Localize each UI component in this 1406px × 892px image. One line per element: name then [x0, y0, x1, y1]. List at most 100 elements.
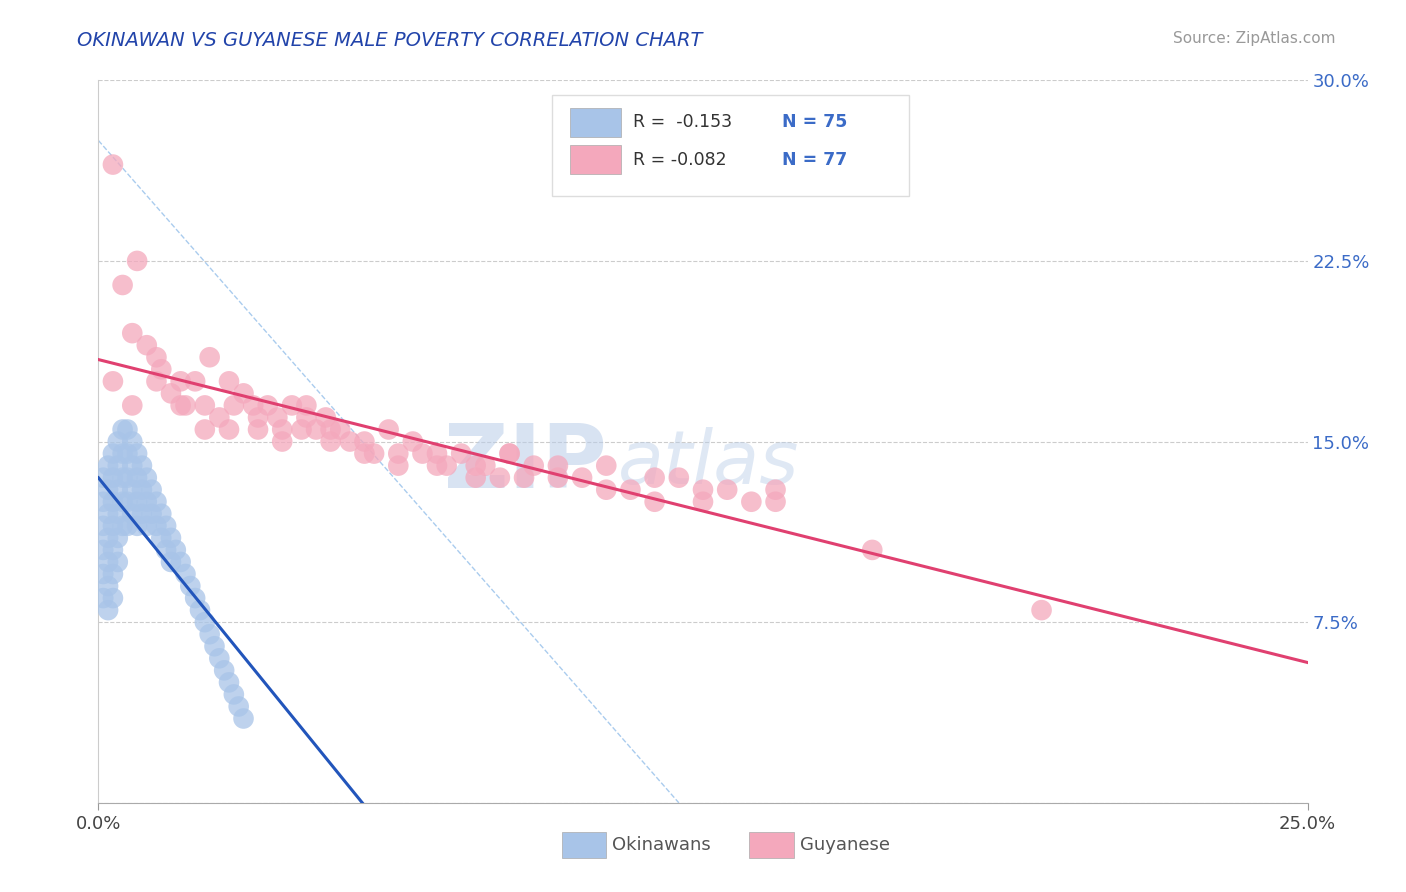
Point: [232, 712, 254, 726]
Point: [107, 483, 129, 497]
Point: [121, 326, 143, 340]
Point: [668, 470, 690, 484]
Point: [97, 603, 120, 617]
Point: [716, 483, 738, 497]
Point: [150, 507, 173, 521]
Text: Guyanese: Guyanese: [800, 836, 890, 854]
Point: [513, 470, 536, 484]
Point: [101, 446, 124, 460]
Text: R =  -0.153: R = -0.153: [633, 113, 733, 131]
Point: [169, 555, 191, 569]
Point: [489, 470, 512, 484]
Point: [160, 386, 183, 401]
Point: [271, 434, 294, 449]
Point: [101, 518, 124, 533]
Point: [619, 483, 641, 497]
Point: [377, 422, 399, 436]
Point: [218, 422, 240, 436]
Point: [160, 555, 183, 569]
Point: [194, 615, 217, 630]
Point: [692, 483, 714, 497]
Point: [111, 422, 134, 436]
Point: [450, 446, 472, 460]
Point: [198, 350, 221, 364]
Point: [121, 458, 143, 473]
Point: [295, 410, 318, 425]
Point: [242, 398, 264, 412]
Point: [145, 374, 167, 388]
Point: [117, 422, 139, 436]
Point: [91, 518, 114, 533]
Point: [174, 567, 197, 582]
Point: [212, 664, 235, 678]
Point: [131, 507, 153, 521]
Point: [101, 542, 124, 557]
Point: [198, 627, 221, 641]
Point: [107, 434, 129, 449]
Point: [411, 446, 433, 460]
Point: [692, 494, 714, 508]
FancyBboxPatch shape: [561, 831, 606, 858]
Point: [595, 458, 617, 473]
Point: [184, 591, 207, 605]
Point: [222, 398, 245, 412]
Point: [498, 446, 520, 460]
Point: [740, 494, 762, 508]
Point: [145, 518, 167, 533]
Point: [290, 422, 312, 436]
Point: [315, 410, 337, 425]
Text: ZIP: ZIP: [443, 420, 606, 507]
Point: [305, 422, 328, 436]
Point: [117, 446, 139, 460]
Point: [184, 374, 207, 388]
Point: [174, 398, 197, 412]
Point: [135, 494, 157, 508]
Text: Source: ZipAtlas.com: Source: ZipAtlas.com: [1173, 31, 1336, 46]
Point: [194, 422, 217, 436]
Point: [111, 446, 134, 460]
Point: [319, 434, 342, 449]
Point: [436, 458, 458, 473]
FancyBboxPatch shape: [569, 108, 621, 136]
Point: [644, 470, 666, 484]
Point: [295, 398, 318, 412]
Point: [107, 555, 129, 569]
FancyBboxPatch shape: [749, 831, 794, 858]
Point: [271, 422, 294, 436]
Point: [353, 446, 375, 460]
Text: Okinawans: Okinawans: [613, 836, 711, 854]
Point: [121, 483, 143, 497]
Point: [169, 398, 191, 412]
Point: [121, 434, 143, 449]
Point: [97, 531, 120, 545]
Point: [111, 470, 134, 484]
Point: [97, 579, 120, 593]
Point: [247, 410, 270, 425]
Point: [281, 398, 304, 412]
Point: [474, 458, 496, 473]
Point: [547, 458, 569, 473]
Point: [218, 374, 240, 388]
Text: R = -0.082: R = -0.082: [633, 151, 727, 169]
Point: [571, 470, 593, 484]
Point: [101, 157, 124, 171]
Point: [765, 494, 787, 508]
Point: [218, 675, 240, 690]
Point: [595, 483, 617, 497]
Point: [107, 531, 129, 545]
Point: [91, 494, 114, 508]
Point: [101, 374, 124, 388]
Point: [387, 458, 409, 473]
Point: [222, 687, 245, 701]
Point: [150, 362, 173, 376]
Point: [145, 350, 167, 364]
Point: [208, 651, 231, 665]
Point: [208, 410, 231, 425]
Point: [232, 386, 254, 401]
Text: N = 77: N = 77: [782, 151, 846, 169]
Point: [121, 398, 143, 412]
Point: [339, 434, 361, 449]
Point: [256, 398, 278, 412]
Point: [107, 458, 129, 473]
Point: [91, 591, 114, 605]
